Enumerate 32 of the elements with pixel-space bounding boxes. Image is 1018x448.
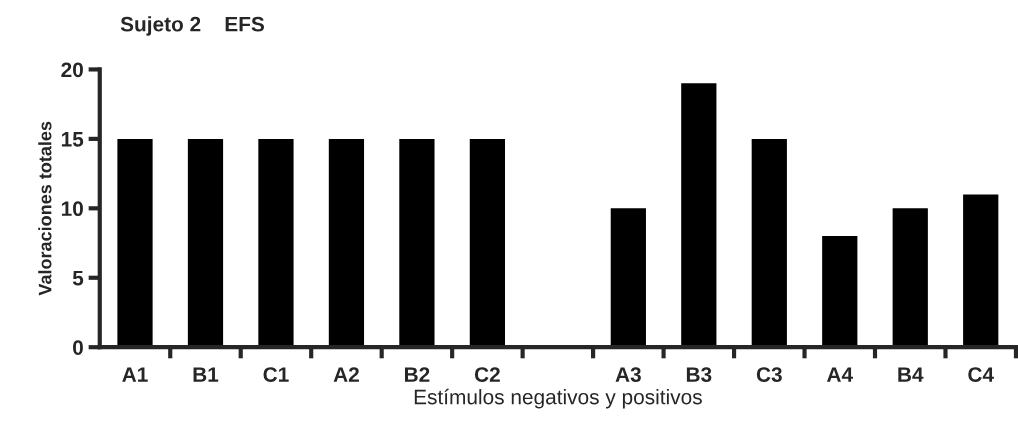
bar [610, 208, 646, 348]
y-tick-label: 5 [72, 270, 84, 286]
x-tick-label: B3 [686, 367, 712, 382]
x-tick-label: A3 [615, 367, 641, 382]
bar [681, 83, 717, 348]
x-tick-label: B2 [404, 367, 430, 382]
y-tick-label: 10 [61, 201, 83, 217]
y-tick-label: 15 [61, 132, 84, 147]
x-tick-label: C1 [263, 367, 289, 382]
bar [469, 138, 506, 348]
bar [963, 194, 999, 348]
x-tick-label: C3 [756, 367, 782, 382]
y-tick-label: 20 [61, 62, 83, 78]
bar [751, 138, 787, 348]
x-tick-label: A1 [122, 367, 148, 382]
chart-title: Sujeto 2 EFS [120, 16, 265, 36]
x-tick-label: B1 [193, 367, 219, 382]
x-tick-label: B4 [898, 367, 924, 382]
bar [822, 236, 858, 348]
x-axis-title: Estímulos negativos y positivos [414, 388, 702, 409]
x-tick-label: A4 [826, 367, 853, 382]
x-tick-label: C2 [474, 367, 500, 382]
bar [258, 138, 294, 348]
y-axis-title: Valoraciones totales [38, 121, 52, 296]
bar [328, 138, 365, 348]
bar [187, 138, 224, 348]
bar [892, 208, 928, 348]
x-tick-label: A2 [333, 367, 359, 382]
bar [399, 138, 435, 348]
y-tick-label: 0 [73, 340, 83, 355]
bar [117, 138, 153, 348]
x-tick-label: C4 [968, 367, 994, 382]
